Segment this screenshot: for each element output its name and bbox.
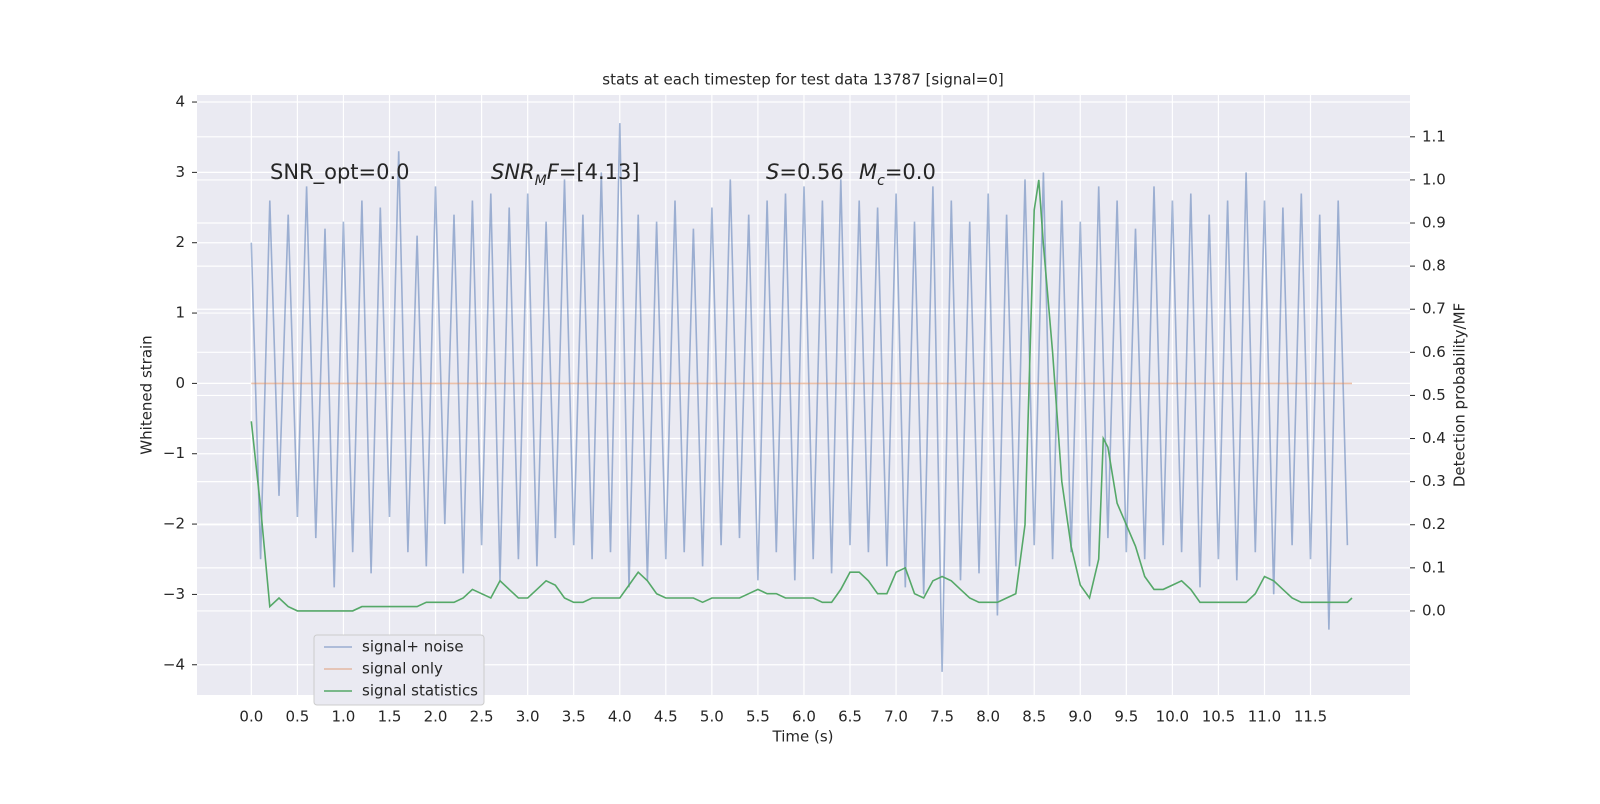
annotation-part: F — [547, 160, 560, 184]
y2-axis-label: Detection probability/MF — [1451, 303, 1469, 487]
annotation: Mc=0.0 — [859, 160, 936, 189]
x-tick-label: 9.0 — [1068, 708, 1092, 726]
annotation-part: SNR — [491, 160, 535, 184]
x-tick-label: 2.5 — [470, 708, 494, 726]
annotation-part: S — [766, 160, 779, 184]
y-tick-label: 1 — [175, 304, 185, 322]
y-tick-label: −4 — [163, 655, 185, 673]
x-tick-label: 3.5 — [562, 708, 586, 726]
legend-box — [313, 634, 485, 706]
annotation: S=0.56 — [766, 160, 844, 184]
y-tick-label: 4 — [175, 93, 185, 111]
x-tick-label: 11.0 — [1248, 708, 1281, 726]
legend-label: signal+ noise — [362, 638, 464, 656]
y2-tick-label: 1.1 — [1422, 127, 1446, 145]
y2-tick-label: 0.3 — [1422, 472, 1446, 490]
y2-tick-label: 0.8 — [1422, 257, 1446, 275]
y2-tick-label: 0.5 — [1422, 386, 1446, 404]
annotation-part: =0.0 — [885, 160, 936, 184]
x-tick-label: 0.5 — [285, 708, 309, 726]
y2-tick-label: 1.0 — [1422, 170, 1446, 188]
x-tick-label: 11.5 — [1294, 708, 1327, 726]
x-tick-label: 2.0 — [424, 708, 448, 726]
annotation-part: =0.56 — [779, 160, 843, 184]
annotation-part: SNR_opt=0.0 — [270, 160, 410, 185]
annotation: SNRMF=[4.13] — [491, 160, 640, 189]
x-tick-label: 6.5 — [838, 708, 862, 726]
x-tick-label: 1.5 — [378, 708, 402, 726]
x-tick-label: 1.0 — [332, 708, 356, 726]
series-line — [250, 179, 1353, 612]
x-tick-label: 0.0 — [239, 708, 263, 726]
x-tick-label: 10.0 — [1156, 708, 1189, 726]
x-tick-label: 3.0 — [516, 708, 540, 726]
y2-tick-label: 0.7 — [1422, 300, 1446, 318]
y2-tick-label: 0.1 — [1422, 558, 1446, 576]
x-tick-label: 4.0 — [608, 708, 632, 726]
legend-label: signal only — [362, 660, 443, 678]
x-axis-label: Time (s) — [772, 728, 834, 746]
x-tick-label: 9.5 — [1114, 708, 1138, 726]
x-tick-label: 7.5 — [930, 708, 954, 726]
chart-title: stats at each timestep for test data 137… — [602, 71, 1003, 89]
y2-tick-label: 0.9 — [1422, 214, 1446, 232]
y2-tick-label: 0.4 — [1422, 429, 1446, 447]
y-tick-label: −2 — [163, 515, 185, 533]
x-tick-label: 6.0 — [792, 708, 816, 726]
y-tick-label: 2 — [175, 233, 185, 251]
y-tick-label: 3 — [175, 163, 185, 181]
y2-tick-label: 0.6 — [1422, 343, 1446, 361]
x-tick-label: 8.5 — [1022, 708, 1046, 726]
annotation: SNR_opt=0.0 — [270, 160, 410, 185]
annotation-part: M — [859, 160, 877, 184]
y-axis-label: Whitened strain — [138, 335, 156, 454]
annotation-part: c — [877, 173, 885, 189]
x-tick-label: 4.5 — [654, 708, 678, 726]
y-tick-label: 0 — [175, 374, 185, 392]
y2-tick-label: 0.2 — [1422, 515, 1446, 533]
y-tick-label: −3 — [163, 585, 185, 603]
x-tick-label: 7.0 — [884, 708, 908, 726]
annotation-part: M — [535, 173, 547, 189]
legend-label: signal statistics — [362, 682, 478, 700]
x-tick-label: 5.0 — [700, 708, 724, 726]
x-tick-label: 10.5 — [1202, 708, 1235, 726]
x-tick-label: 8.0 — [976, 708, 1000, 726]
annotation-part: =[4.13] — [559, 160, 640, 184]
x-tick-label: 5.5 — [746, 708, 770, 726]
y-tick-label: −1 — [163, 444, 185, 462]
y2-tick-label: 0.0 — [1422, 601, 1446, 619]
